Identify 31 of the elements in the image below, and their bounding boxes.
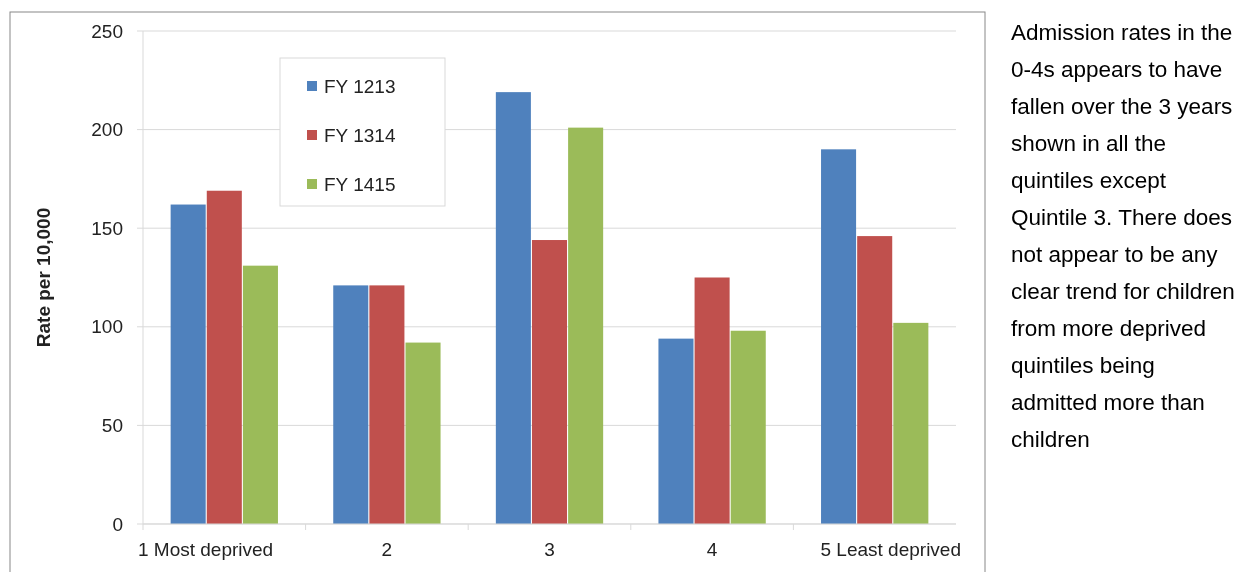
bar: [893, 322, 929, 524]
bar: [405, 342, 441, 524]
y-tick-label: 200: [91, 119, 123, 141]
legend-label: FY 1415: [324, 173, 396, 195]
y-tick-label: 50: [101, 415, 123, 437]
bar: [170, 204, 206, 524]
x-tick-label: 4: [706, 539, 718, 560]
bar: [730, 330, 766, 524]
x-tick-label: 2: [381, 539, 393, 560]
x-tick-label: 3: [544, 539, 555, 560]
y-tick-label: 250: [91, 20, 123, 42]
x-tick-label: 5 Least deprived: [820, 539, 961, 560]
bar: [694, 277, 730, 524]
bar: [857, 236, 893, 524]
bar: [242, 265, 278, 524]
y-axis-title: Rate per 10,000: [33, 207, 54, 348]
bar: [568, 127, 604, 524]
x-tick-label: 1 Most deprived: [138, 539, 274, 560]
bar: [495, 92, 531, 524]
bar: [206, 190, 242, 524]
legend-label: FY 1213: [324, 75, 396, 97]
bar: [658, 338, 694, 524]
y-tick-label: 0: [112, 513, 123, 535]
y-tick-label: 150: [91, 217, 123, 239]
bar: [369, 285, 405, 524]
bar: [821, 149, 857, 524]
bar: [531, 240, 568, 524]
legend-label: FY 1314: [324, 124, 396, 146]
text: Admission rates in the 0-4s appears to have fallen over the 3 years shown in all the quintiles except Quintile 3. There does not appear to be any clear trend for children from more deprived quintiles being admitted more than children: [1011, 20, 1235, 452]
y-tick-label: 100: [91, 316, 123, 338]
bar: [333, 285, 369, 524]
